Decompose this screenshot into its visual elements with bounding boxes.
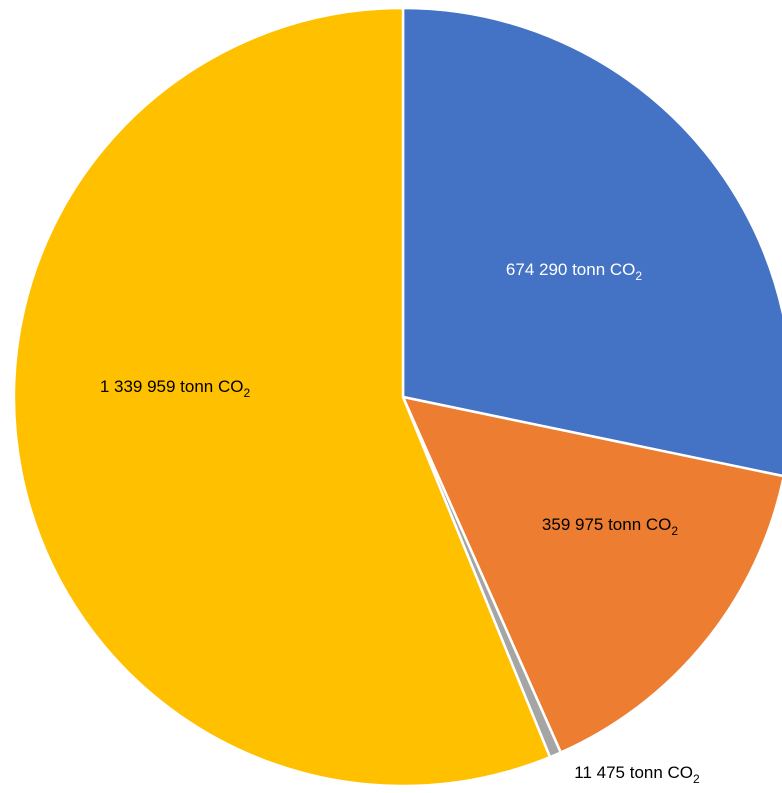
slice-label-subscript-0: 2 bbox=[635, 269, 642, 283]
pie-slice-0 bbox=[401, 6, 782, 478]
slice-label-text-3: 1 339 959 tonn CO bbox=[100, 377, 244, 396]
slice-label-subscript-3: 2 bbox=[243, 386, 250, 400]
slice-label-text-1: 359 975 tonn CO bbox=[542, 515, 671, 534]
slice-label-subscript-1: 2 bbox=[671, 524, 678, 538]
pie-slice-3 bbox=[12, 6, 552, 788]
slice-label-subscript-2: 2 bbox=[693, 772, 700, 786]
slice-label-text-0: 674 290 tonn CO bbox=[506, 260, 635, 279]
pie-slice-1 bbox=[400, 395, 782, 755]
slice-label-text-2: 11 475 tonn CO bbox=[574, 763, 693, 782]
slice-label-1: 359 975 tonn CO2 bbox=[542, 515, 678, 538]
pie-slices bbox=[12, 6, 782, 788]
slice-label-2: 11 475 tonn CO2 bbox=[574, 763, 700, 786]
slice-label-0: 674 290 tonn CO2 bbox=[506, 260, 642, 283]
slice-label-3: 1 339 959 tonn CO2 bbox=[100, 377, 251, 400]
